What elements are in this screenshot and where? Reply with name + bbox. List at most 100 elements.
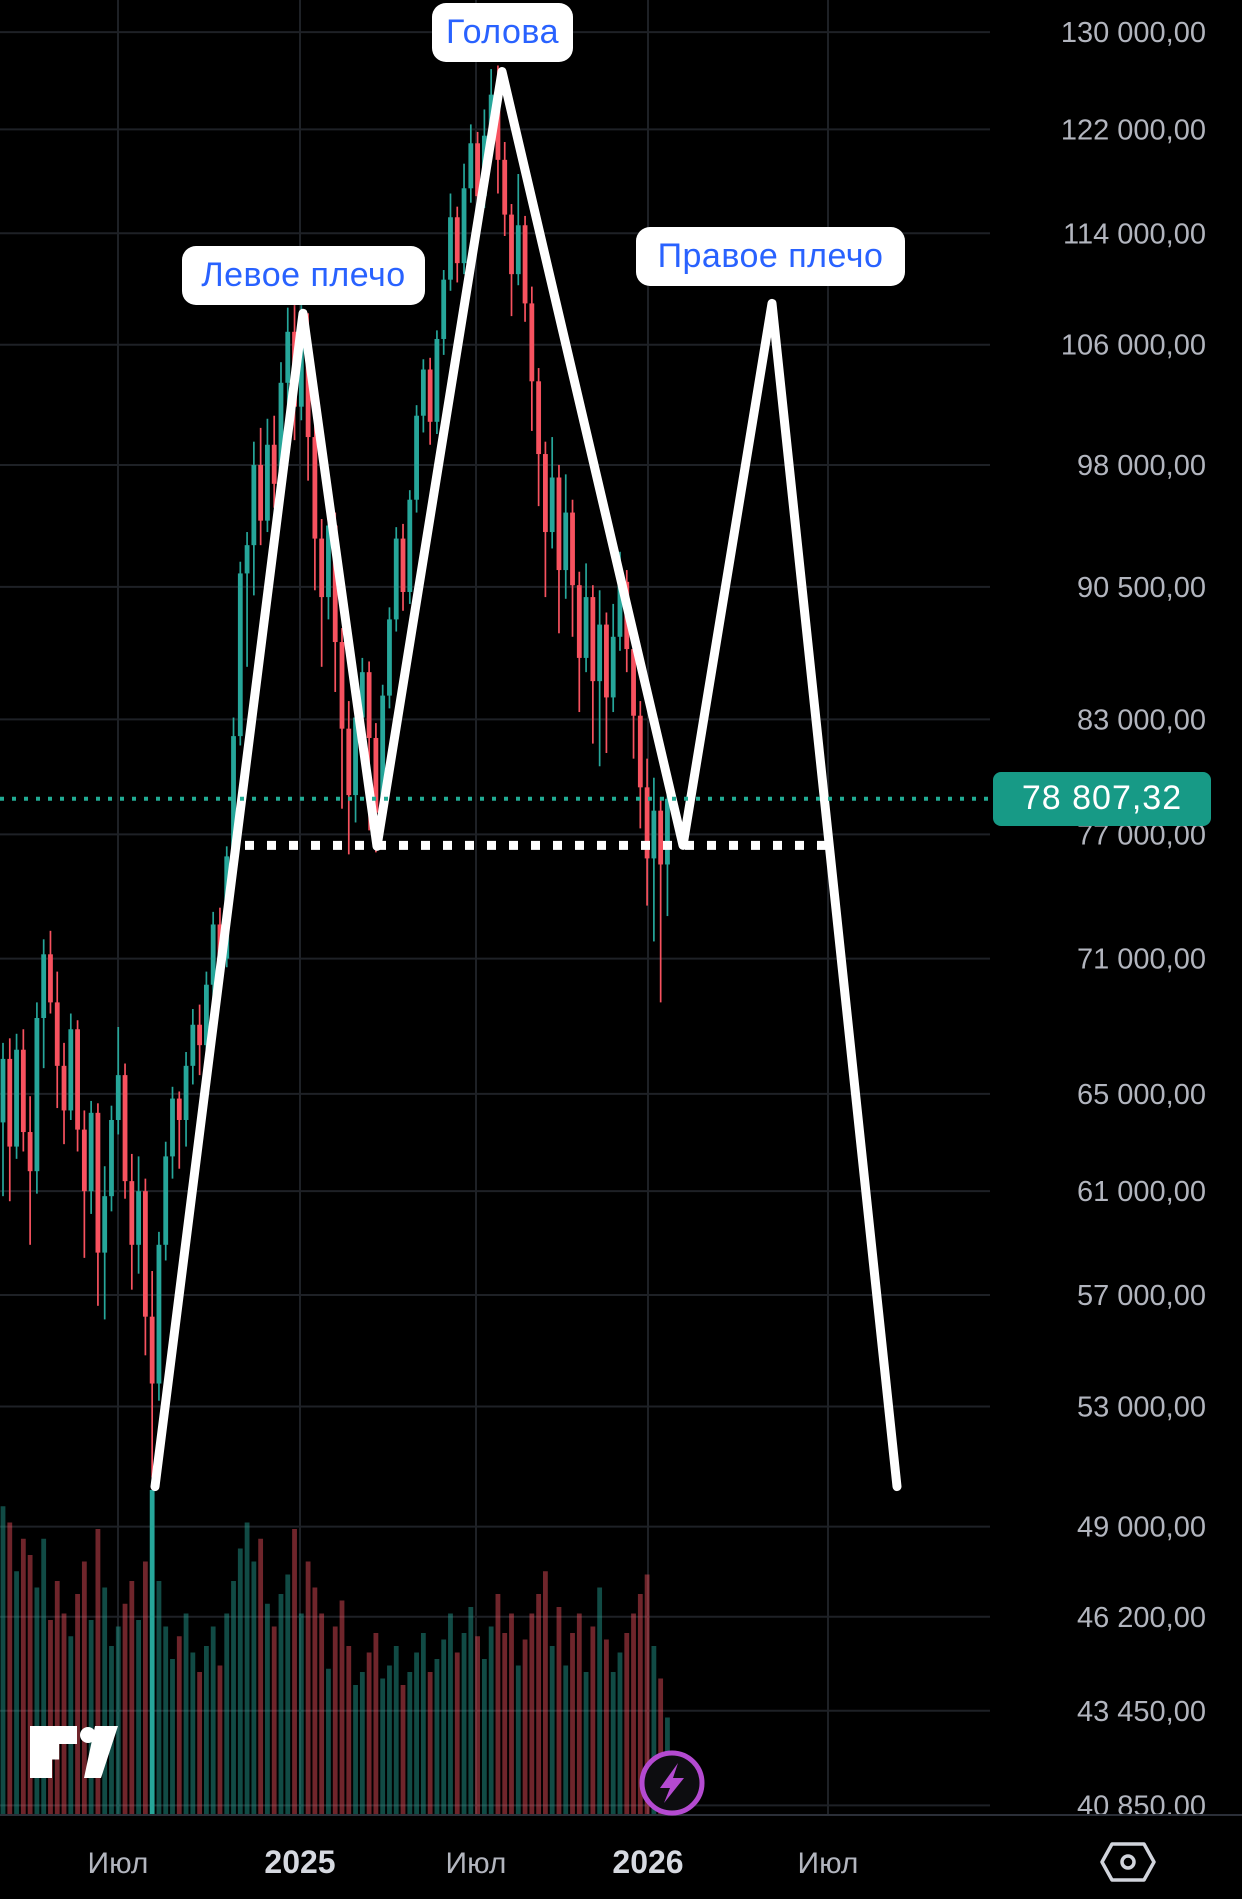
volume-bar: [624, 1633, 630, 1815]
candle-body: [610, 636, 616, 698]
candle-body: [298, 338, 304, 407]
head-and-shoulders-line[interactable]: [150, 67, 902, 1492]
candle-wick: [178, 1091, 181, 1169]
candle-body: [651, 810, 657, 859]
candle-body: [319, 538, 325, 598]
volume-bar: [502, 1633, 508, 1815]
candle-body: [617, 581, 623, 637]
lightning-icon: [660, 1763, 684, 1803]
volume-bar: [27, 1555, 33, 1815]
volume-bar: [156, 1581, 162, 1815]
last-price-value: 78 807,32: [1021, 779, 1183, 818]
candle-body: [543, 454, 548, 533]
price-axis-label: 49 000,00: [1077, 1512, 1206, 1544]
head-label[interactable]: Голова: [432, 3, 573, 62]
volume-bar: [576, 1613, 582, 1815]
candle-body: [95, 1112, 101, 1253]
volume-bar: [136, 1620, 141, 1815]
candle-body: [515, 225, 521, 275]
candle-body: [549, 477, 555, 533]
volume-bar: [54, 1581, 60, 1815]
candle-body: [359, 672, 365, 718]
left-shoulder-label[interactable]: Левое плечо: [182, 246, 425, 305]
candle-wick: [653, 777, 655, 942]
candle-body: [7, 1058, 13, 1147]
candle-body: [373, 737, 379, 813]
candle-body: [312, 437, 318, 539]
candle-body: [305, 338, 311, 438]
price-axis-label: 83 000,00: [1077, 704, 1206, 736]
volume-bar: [0, 1506, 6, 1815]
volume-bar: [129, 1581, 135, 1815]
volume-bar: [122, 1603, 128, 1815]
right-shoulder-label[interactable]: Правое плечо: [636, 227, 905, 286]
time-axis-label[interactable]: Июл: [798, 1847, 859, 1880]
volume-bar: [88, 1620, 94, 1815]
candle-body: [0, 1058, 6, 1123]
volume-bar: [597, 1587, 603, 1815]
volume-bar: [400, 1685, 406, 1815]
candle-body: [326, 525, 331, 598]
candle-body: [210, 924, 216, 985]
candle-body: [41, 954, 47, 1018]
volume-bar: [102, 1587, 108, 1815]
time-axis-label[interactable]: Июл: [88, 1847, 149, 1880]
volume-bar: [387, 1665, 392, 1815]
lightning-button[interactable]: [636, 1747, 708, 1819]
candle-body: [454, 217, 460, 264]
volume-bar: [373, 1633, 379, 1815]
candle-body: [75, 1029, 80, 1130]
volume-bar: [414, 1652, 419, 1815]
volume-bar: [176, 1636, 182, 1815]
candle-body: [102, 1196, 108, 1253]
candle-body: [393, 538, 399, 620]
volume-bar: [393, 1646, 399, 1815]
price-axis-label: 57 000,00: [1077, 1280, 1206, 1312]
candle-body: [556, 477, 562, 571]
volume-bar: [434, 1659, 440, 1815]
tradingview-logo-icon[interactable]: [30, 1726, 125, 1788]
candle-body: [278, 382, 284, 484]
candle-body: [631, 649, 636, 716]
candle-body: [400, 538, 406, 592]
candle-body: [495, 94, 501, 160]
candle-body: [509, 214, 514, 275]
volume-bar: [420, 1633, 426, 1815]
candle-body: [461, 188, 467, 264]
candle-body: [129, 1181, 135, 1245]
candle-body: [156, 1244, 162, 1384]
volume-bar: [75, 1594, 80, 1815]
candle-body: [136, 1191, 141, 1245]
candle-body: [122, 1075, 128, 1182]
time-axis-label[interactable]: 2026: [612, 1844, 683, 1880]
candle-body: [115, 1075, 121, 1120]
eye-icon[interactable]: [1099, 1840, 1157, 1884]
candle-body: [536, 381, 542, 455]
time-axis-label[interactable]: 2025: [264, 1844, 335, 1880]
candle-body: [88, 1112, 94, 1192]
price-axis-label: 46 200,00: [1077, 1602, 1206, 1634]
volume-bar: [326, 1668, 331, 1815]
volume-bar: [509, 1613, 514, 1815]
volume-bar: [41, 1538, 47, 1815]
candle-body: [204, 984, 209, 1046]
volume-bar: [488, 1626, 494, 1815]
candle-body: [14, 1049, 19, 1147]
candle-body: [414, 415, 419, 500]
candle-body: [34, 1017, 40, 1172]
volume-bar: [549, 1646, 555, 1815]
time-axis-label[interactable]: Июл: [446, 1847, 507, 1880]
candle-body: [407, 499, 413, 592]
volume-bar: [637, 1594, 643, 1815]
volume-bar: [278, 1594, 284, 1815]
candle-wick: [368, 661, 370, 831]
candle-body: [27, 1132, 33, 1172]
candle-body: [81, 1129, 87, 1192]
candle-body: [332, 525, 338, 643]
volume-bar: [441, 1639, 447, 1815]
price-axis-label: 122 000,00: [1061, 114, 1206, 146]
candle-body: [197, 1024, 203, 1046]
volume-bar: [332, 1626, 338, 1815]
